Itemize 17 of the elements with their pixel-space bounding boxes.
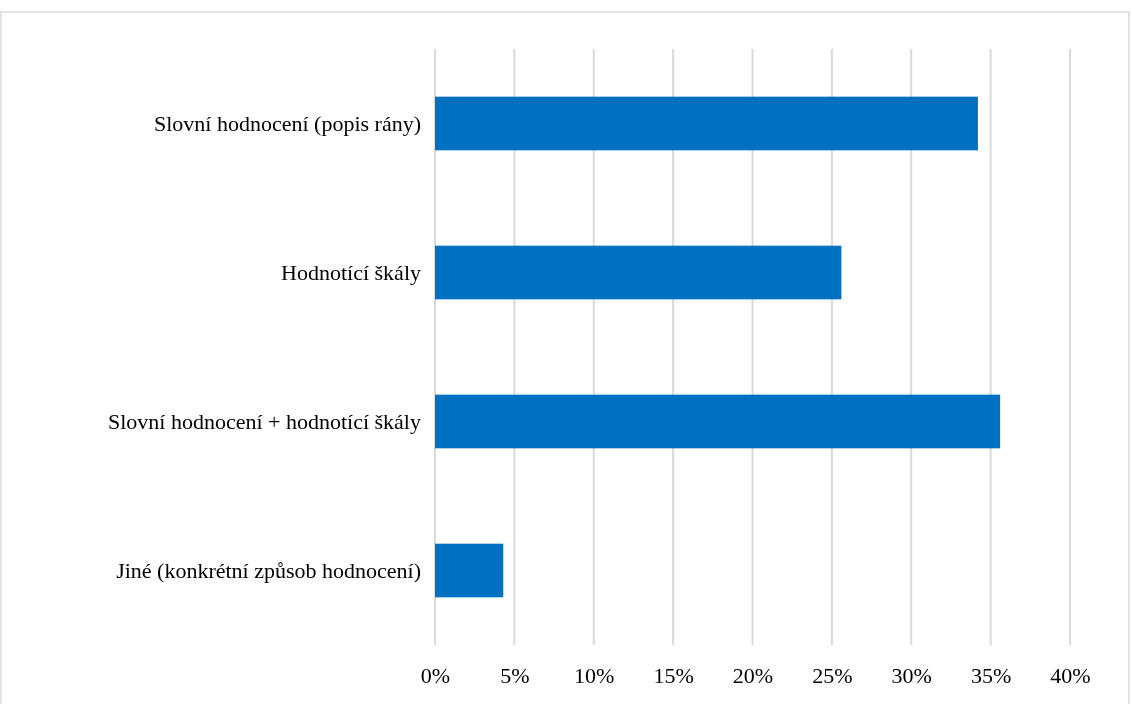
y-tick-label: Hodnotící škály	[281, 259, 421, 285]
bar	[435, 394, 1001, 449]
bar	[435, 543, 504, 598]
x-tick-label: 30%	[891, 662, 932, 688]
bar	[435, 245, 842, 300]
x-tick-label: 5%	[500, 662, 530, 688]
bar	[435, 96, 978, 151]
y-tick-label: Slovní hodnocení + hodnotící škály	[107, 408, 421, 434]
x-tick-label: 20%	[732, 662, 774, 688]
x-tick-label: 40%	[1050, 662, 1091, 688]
x-tick-label: 15%	[653, 662, 694, 688]
x-tick-label: 10%	[574, 662, 615, 688]
x-tick-label: 35%	[970, 662, 1012, 688]
y-tick-label: Jiné (konkrétní způsob hodnocení)	[116, 557, 421, 583]
x-tick-label: 0%	[420, 662, 451, 688]
x-tick-label: 25%	[812, 662, 853, 688]
y-tick-label: Slovní hodnocení (popis rány)	[153, 110, 421, 136]
